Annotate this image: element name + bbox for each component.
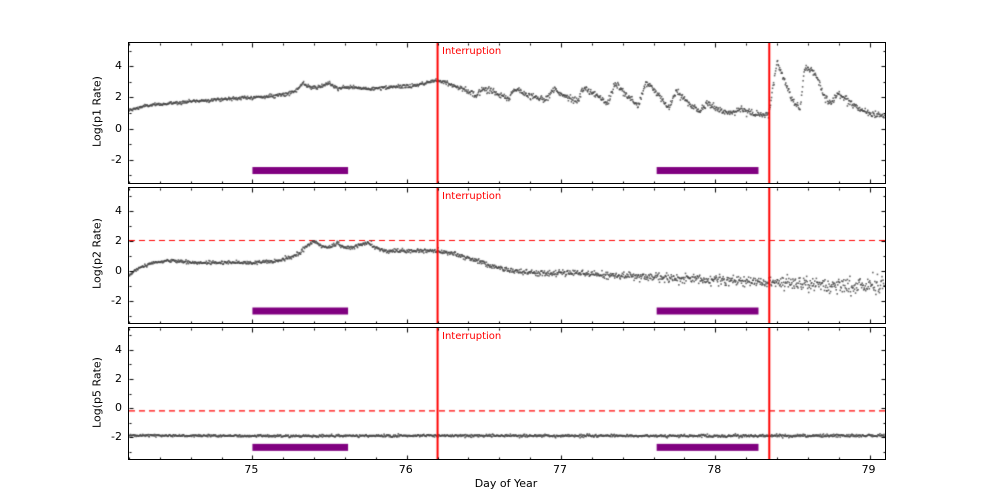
p5-ytick-label: 2 [115, 371, 122, 385]
p1-ytick-label: 2 [115, 90, 122, 104]
xtick-label: 75 [244, 463, 259, 476]
xtick-label: 78 [707, 463, 722, 476]
p1-ytick-label: 0 [115, 121, 122, 135]
xtick-label: 79 [861, 463, 876, 476]
p2-ytick-label: 2 [115, 233, 122, 247]
p2-ytick-label: 4 [115, 203, 122, 217]
p5-rate-panel [128, 327, 886, 460]
p1-plot-canvas [129, 43, 885, 183]
p2-plot-canvas [129, 188, 885, 323]
interruption-annotation-p5: Interruption [442, 331, 502, 342]
p5-ytick-label: 0 [115, 401, 122, 415]
p5-ytick-label: -2 [111, 430, 122, 444]
interruption-annotation-p2: Interruption [442, 191, 502, 202]
p2-ytick-label: -2 [111, 293, 122, 307]
p2-rate-panel [128, 187, 886, 324]
p1-ytick-label: -2 [111, 152, 122, 166]
p1-rate-panel [128, 42, 886, 184]
interruption-annotation-p1: Interruption [442, 46, 502, 57]
p1-ytick-label: 4 [115, 59, 122, 73]
p5-plot-canvas [129, 328, 885, 459]
xtick-label: 77 [553, 463, 567, 476]
xtick-label: 76 [398, 463, 413, 476]
p5-ytick-label: 4 [115, 342, 122, 356]
x-axis-label: Day of Year [474, 477, 538, 490]
p2-ytick-label: 0 [115, 263, 122, 277]
